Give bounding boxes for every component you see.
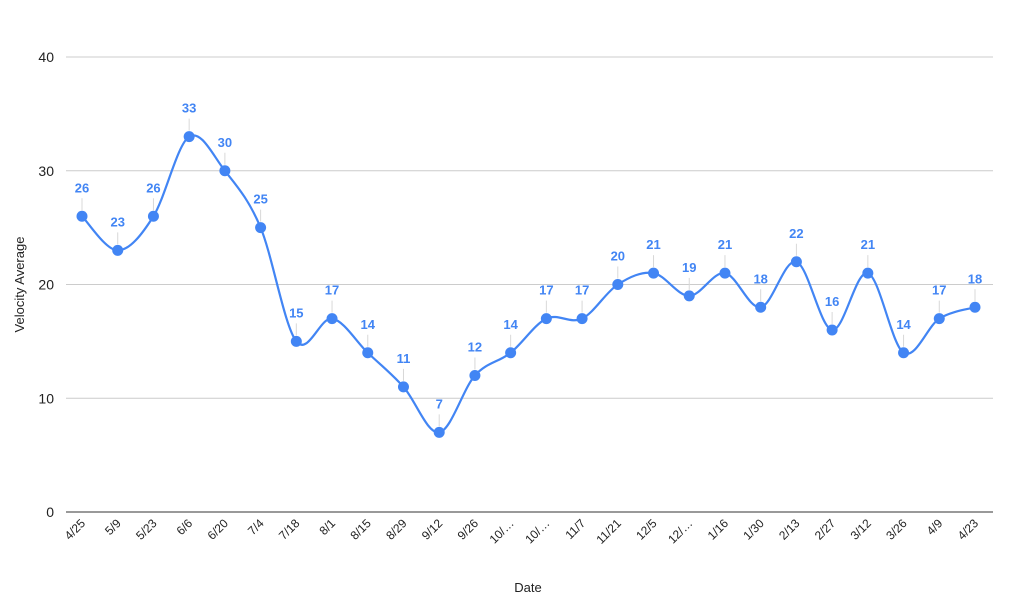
x-tick-label: 2/13 — [776, 516, 803, 543]
data-label: 11 — [397, 351, 411, 366]
x-tick-label: 6/20 — [205, 516, 232, 543]
data-label: 14 — [896, 317, 911, 332]
data-label: 25 — [253, 192, 267, 207]
x-axis-title: Date — [514, 580, 541, 595]
data-point[interactable] — [433, 426, 445, 438]
data-label: 20 — [611, 249, 625, 264]
series-layer — [76, 131, 981, 438]
x-tick-label: 7/18 — [276, 516, 303, 543]
data-label: 17 — [539, 283, 553, 298]
x-tick-label: 9/26 — [455, 516, 482, 543]
data-point[interactable] — [76, 210, 88, 222]
data-label: 33 — [182, 101, 196, 116]
data-point[interactable] — [933, 313, 945, 325]
data-label: 19 — [682, 260, 696, 275]
data-point[interactable] — [969, 301, 981, 313]
data-point[interactable] — [326, 313, 338, 325]
data-point[interactable] — [362, 347, 374, 359]
data-point[interactable] — [147, 210, 159, 222]
data-label: 22 — [789, 226, 803, 241]
x-tick-label: 6/6 — [174, 516, 196, 538]
data-point[interactable] — [397, 381, 409, 393]
data-label: 14 — [361, 317, 376, 332]
x-tick-label: 4/25 — [62, 516, 89, 543]
x-tick-label: 4/9 — [924, 516, 946, 538]
x-tick-label: 3/12 — [848, 516, 875, 543]
series-line — [81, 134, 976, 434]
x-tick-label: 2/27 — [812, 516, 839, 543]
y-tick-label: 20 — [38, 277, 54, 293]
gridlines — [66, 56, 993, 513]
data-point[interactable] — [612, 279, 624, 290]
data-point[interactable] — [505, 347, 517, 359]
data-point[interactable] — [576, 313, 588, 325]
data-label: 14 — [503, 317, 518, 332]
data-label: 12 — [468, 340, 482, 355]
data-label: 16 — [825, 294, 839, 309]
x-tick-label: 10/… — [487, 516, 517, 546]
data-point[interactable] — [112, 244, 124, 256]
x-tick-label: 8/29 — [383, 516, 410, 543]
x-tick-label: 5/9 — [102, 516, 124, 538]
data-label: 21 — [861, 237, 875, 252]
data-label: 17 — [575, 283, 589, 298]
data-label: 21 — [646, 237, 660, 252]
data-point[interactable] — [755, 301, 767, 313]
data-label: 7 — [436, 396, 443, 411]
data-label: 30 — [218, 135, 232, 150]
data-point[interactable] — [683, 290, 695, 302]
x-tick-label: 12/… — [665, 516, 695, 546]
y-tick-label: 30 — [38, 163, 54, 179]
data-point[interactable] — [898, 347, 910, 359]
data-label: 26 — [146, 180, 160, 195]
data-point[interactable] — [826, 324, 838, 336]
data-point[interactable] — [790, 256, 802, 268]
data-point[interactable] — [219, 165, 231, 177]
data-point[interactable] — [648, 267, 660, 279]
data-label: 15 — [289, 305, 303, 320]
x-tick-label: 3/26 — [883, 516, 910, 543]
data-point[interactable] — [540, 313, 552, 325]
data-label: 26 — [75, 180, 89, 195]
x-tick-label: 11/7 — [562, 516, 588, 542]
data-point[interactable] — [862, 267, 874, 279]
y-tick-label: 10 — [38, 390, 54, 406]
data-label: 17 — [325, 283, 339, 298]
y-tick-label: 0 — [46, 504, 54, 520]
data-label: 21 — [718, 237, 732, 252]
data-label: 18 — [968, 271, 982, 286]
x-tick-label: 1/30 — [740, 516, 767, 543]
x-tick-label: 10/… — [522, 516, 552, 546]
data-label: 23 — [110, 214, 124, 229]
data-point[interactable] — [255, 222, 267, 234]
x-tick-label: 12/5 — [633, 516, 660, 543]
x-axis-ticks: 4/25 5/9 5/23 6/6 6/20 7/4 7/18 8/1 8/15 8/29 9/12… — [62, 516, 982, 547]
data-labels: 26 23 26 33 30 25 15 17 14 11 7 12 14 17 17 20 21 19 21 18 2… — [75, 101, 982, 427]
x-tick-label: 5/23 — [133, 516, 160, 543]
x-tick-label: 4/23 — [955, 516, 982, 543]
data-point[interactable] — [290, 335, 302, 347]
data-label: 18 — [753, 271, 767, 286]
x-tick-label: 11/21 — [593, 516, 624, 547]
y-axis-ticks: 0 10 20 30 40 — [38, 49, 54, 520]
y-axis-title: Velocity Average — [12, 237, 27, 333]
x-tick-label: 8/15 — [347, 516, 374, 543]
data-label: 17 — [932, 283, 946, 298]
x-tick-label: 1/16 — [705, 516, 732, 543]
x-tick-label: 8/1 — [316, 516, 338, 538]
data-point[interactable] — [719, 267, 731, 279]
x-tick-label: 9/12 — [419, 516, 446, 543]
x-tick-label: 7/4 — [245, 516, 267, 538]
data-point[interactable] — [469, 370, 481, 381]
y-tick-label: 40 — [38, 49, 54, 65]
data-point[interactable] — [183, 131, 195, 143]
